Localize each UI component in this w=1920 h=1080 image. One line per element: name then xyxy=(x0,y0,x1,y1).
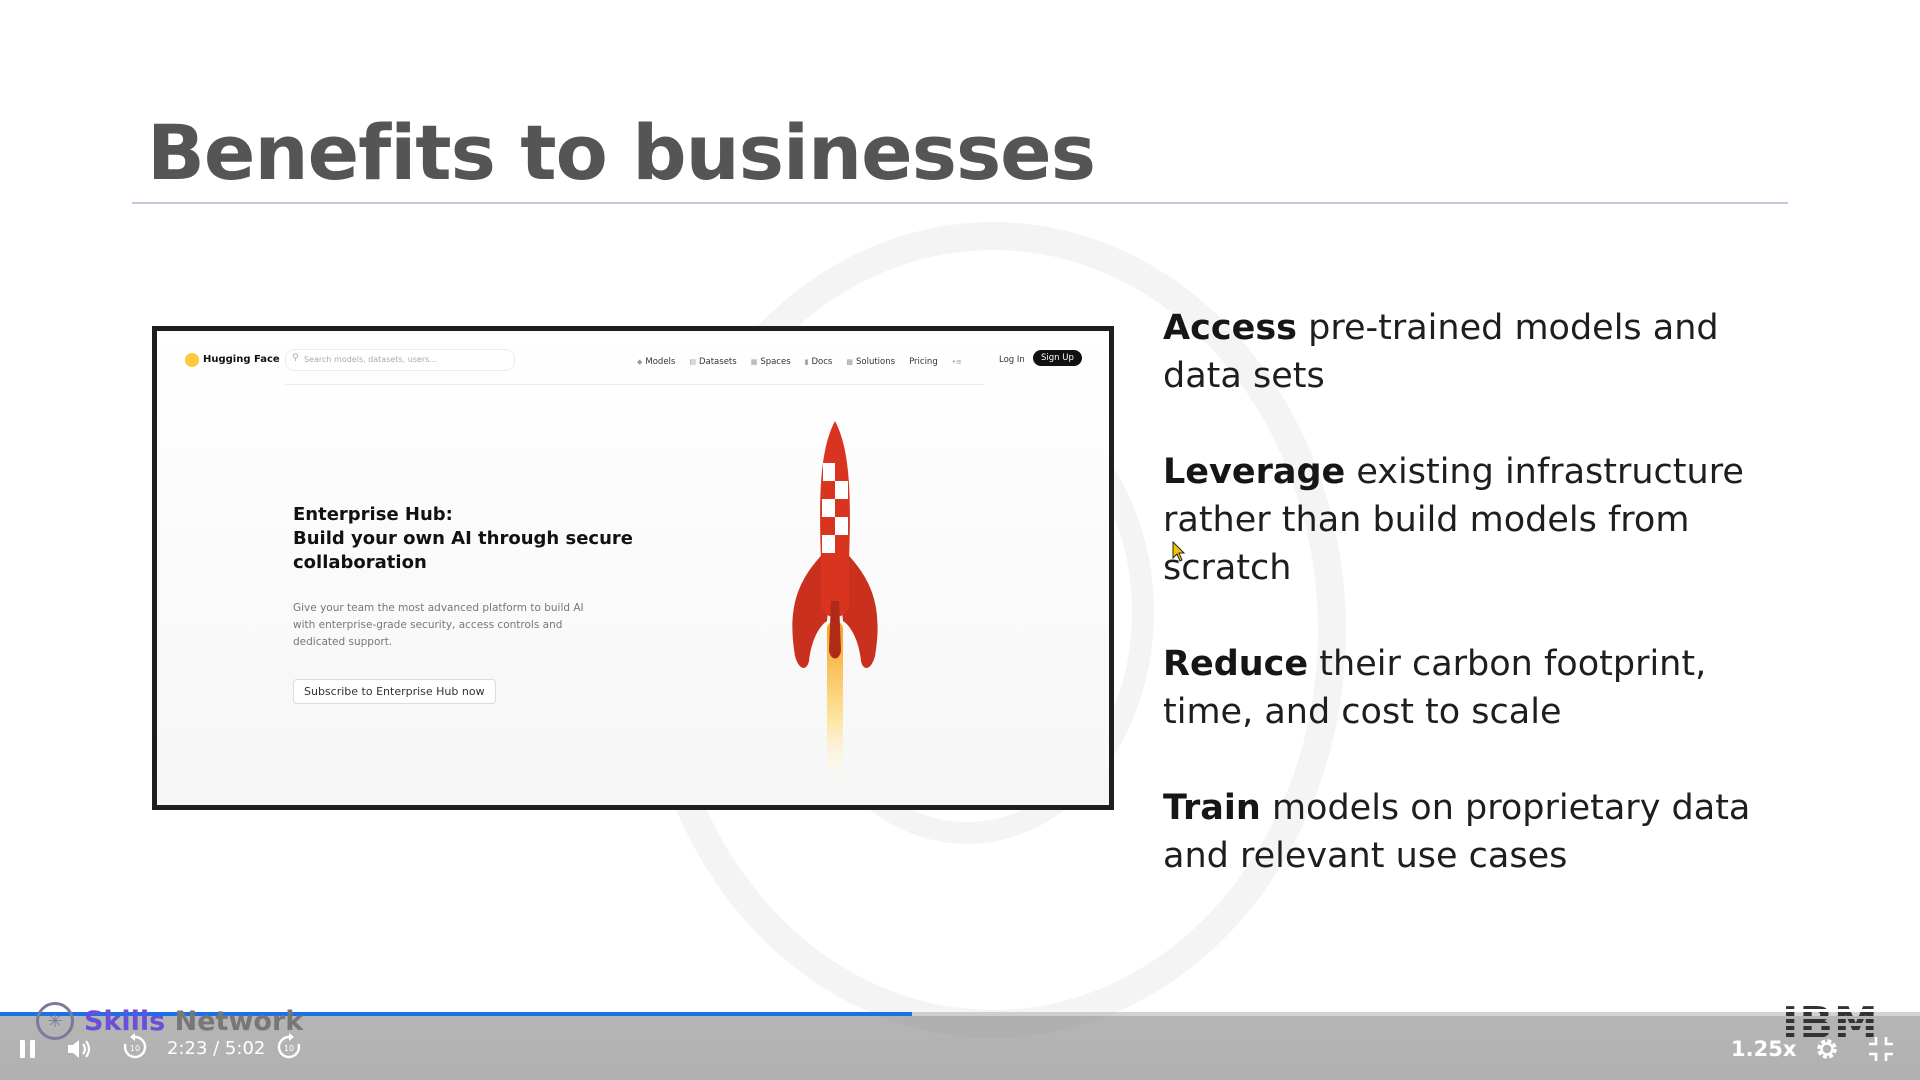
skills-network-wordmark: Skills Network xyxy=(84,1005,304,1037)
hf-nav-links: ◆ Models ▤ Datasets ▦ Spaces ▮ Docs ▩ Solutio… xyxy=(637,355,965,369)
progress-track[interactable] xyxy=(0,1012,1920,1016)
mouse-pointer-icon xyxy=(1172,541,1186,562)
rewind-icon: 10 xyxy=(123,1033,147,1059)
benefit-train: Train models on proprietary data and rel… xyxy=(1163,788,1751,876)
rewind-10-button[interactable]: 10 xyxy=(120,1032,150,1062)
hf-nav-docs: ▮ Docs xyxy=(804,357,833,367)
pause-button[interactable] xyxy=(20,1040,38,1058)
hf-nav-pricing: Pricing xyxy=(909,357,938,367)
spaces-icon: ▦ xyxy=(750,358,758,366)
hf-login-link: Log In xyxy=(999,355,1025,365)
skills-network-emblem-icon: ✳ xyxy=(36,1002,74,1040)
hf-nav-more-icon: •≡ xyxy=(951,358,962,366)
playback-time: 2:23 / 5:02 xyxy=(167,1038,266,1059)
volume-button[interactable] xyxy=(66,1036,94,1062)
progress-fill xyxy=(0,1012,912,1016)
svg-text:10: 10 xyxy=(284,1044,294,1053)
hf-hero-title-line-1: Enterprise Hub: xyxy=(293,504,453,525)
solutions-icon: ▩ xyxy=(846,358,853,366)
hf-brand-name: Hugging Face xyxy=(203,354,280,365)
hugging-face-logo-icon xyxy=(185,353,199,367)
hf-nav-models: ◆ Models xyxy=(637,357,676,367)
forward-icon: 10 xyxy=(277,1033,301,1059)
svg-text:10: 10 xyxy=(130,1044,140,1053)
benefit-reduce: Reduce their carbon footprint, time, and… xyxy=(1163,644,1707,732)
video-control-bar: 10 2:23 / 5:02 10 1.25x xyxy=(0,1016,1920,1080)
benefits-list: Access pre-trained models and data sets … xyxy=(1163,304,1803,928)
hf-nav-divider xyxy=(285,384,985,385)
hf-hero-title: Enterprise Hub: Build your own AI throug… xyxy=(293,503,653,575)
rocket-illustration xyxy=(792,421,878,791)
hf-signup-button: Sign Up xyxy=(1033,350,1082,366)
hf-navbar: Hugging Face ⚲ Search models, datasets, … xyxy=(157,331,1109,385)
benefit-leverage: Leverage existing infrastructure rather … xyxy=(1163,452,1744,588)
hf-nav-solutions: ▩ Solutions xyxy=(846,357,896,367)
hf-nav-datasets: ▤ Datasets xyxy=(689,357,737,367)
title-underline xyxy=(132,202,1788,204)
skills-network-logo: ✳ Skills Network xyxy=(36,1001,303,1041)
hf-hero-title-line-2: Build your own AI through secure collabo… xyxy=(293,528,633,573)
datasets-icon: ▤ xyxy=(689,358,696,366)
hf-search-box: ⚲ Search models, datasets, users... xyxy=(285,349,515,371)
forward-10-button[interactable]: 10 xyxy=(274,1032,304,1062)
benefit-access: Access pre-trained models and data sets xyxy=(1163,308,1719,396)
hf-hero-description: Give your team the most advanced platfor… xyxy=(293,602,584,648)
slide-title: Benefits to businesses xyxy=(147,108,1096,197)
exit-fullscreen-icon[interactable] xyxy=(1868,1036,1894,1062)
hugging-face-screenshot: Hugging Face ⚲ Search models, datasets, … xyxy=(152,326,1114,810)
ibm-logo: IBM xyxy=(1782,998,1879,1049)
playback-speed-button[interactable]: 1.25x xyxy=(1731,1037,1797,1061)
hf-search-placeholder: Search models, datasets, users... xyxy=(304,355,437,364)
hf-subscribe-button: Subscribe to Enterprise Hub now xyxy=(293,679,496,704)
models-icon: ◆ xyxy=(637,358,643,366)
docs-icon: ▮ xyxy=(804,358,809,366)
hf-nav-spaces: ▦ Spaces xyxy=(750,357,791,367)
settings-gear-icon[interactable] xyxy=(1812,1034,1842,1064)
search-icon: ⚲ xyxy=(292,353,299,363)
